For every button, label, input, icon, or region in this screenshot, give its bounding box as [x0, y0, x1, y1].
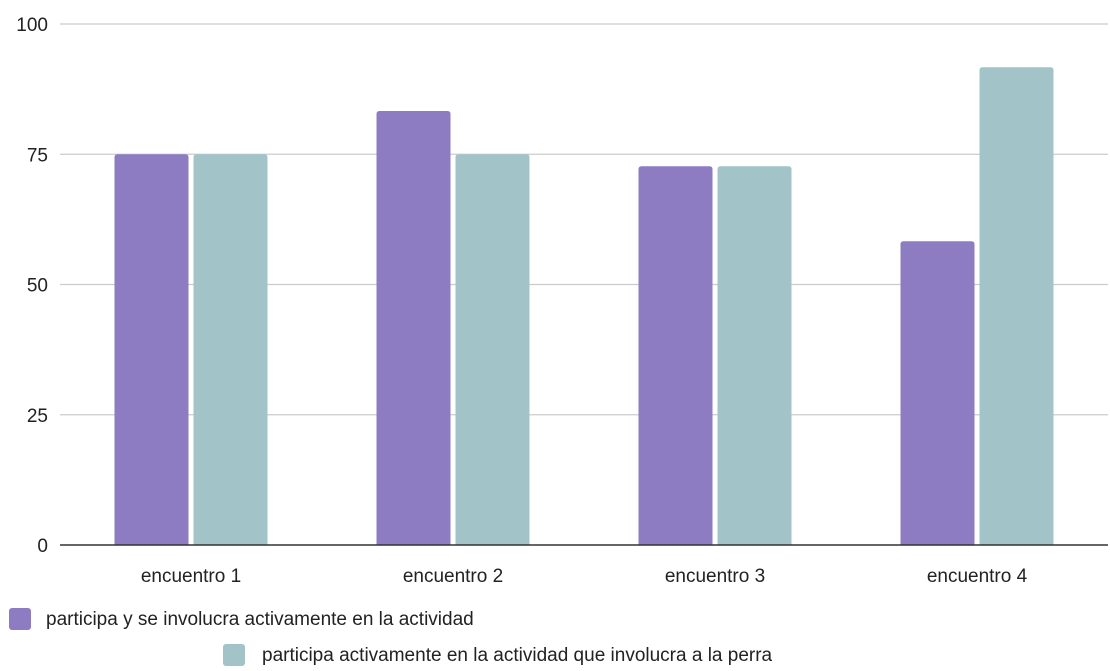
bar-participa-perra-4 [979, 67, 1054, 546]
legend-label: participa y se involucra activamente en … [46, 609, 474, 630]
y-axis-ticks: 0 25 50 75 100 [16, 15, 48, 557]
y-tick-label: 50 [27, 276, 48, 297]
x-tick-label: encuentro 2 [403, 566, 503, 587]
legend-item: participa y se involucra activamente en … [9, 608, 474, 630]
x-tick-label: encuentro 3 [665, 566, 765, 587]
bar-participa-involucra-1 [114, 154, 189, 545]
y-tick-label: 75 [27, 145, 48, 166]
legend: participa y se involucra activamente en … [9, 608, 773, 666]
bars [114, 67, 1054, 546]
bar-participa-involucra-3 [638, 166, 713, 545]
bar-participa-involucra-2 [376, 111, 451, 545]
y-tick-label: 0 [37, 536, 48, 557]
bar-participa-involucra-4 [900, 241, 975, 545]
legend-swatch [223, 644, 245, 666]
bar-participa-perra-2 [455, 154, 530, 545]
y-tick-label: 100 [16, 15, 48, 36]
legend-item: participa activamente en la actividad qu… [223, 644, 773, 666]
x-axis-ticks: encuentro 1 encuentro 2 encuentro 3 encuent… [141, 566, 1028, 587]
x-tick-label: encuentro 1 [141, 566, 241, 587]
bar-participa-perra-3 [717, 166, 792, 545]
y-tick-label: 25 [27, 406, 48, 427]
legend-swatch [9, 608, 31, 630]
bar-participa-perra-1 [193, 154, 268, 545]
x-tick-label: encuentro 4 [927, 566, 1028, 587]
legend-label: participa activamente en la actividad qu… [262, 645, 773, 666]
